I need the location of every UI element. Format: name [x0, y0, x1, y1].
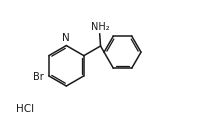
Text: NH₂: NH₂: [91, 22, 109, 32]
Text: Br: Br: [33, 72, 43, 82]
Text: N: N: [62, 33, 70, 43]
Text: HCl: HCl: [16, 104, 34, 114]
